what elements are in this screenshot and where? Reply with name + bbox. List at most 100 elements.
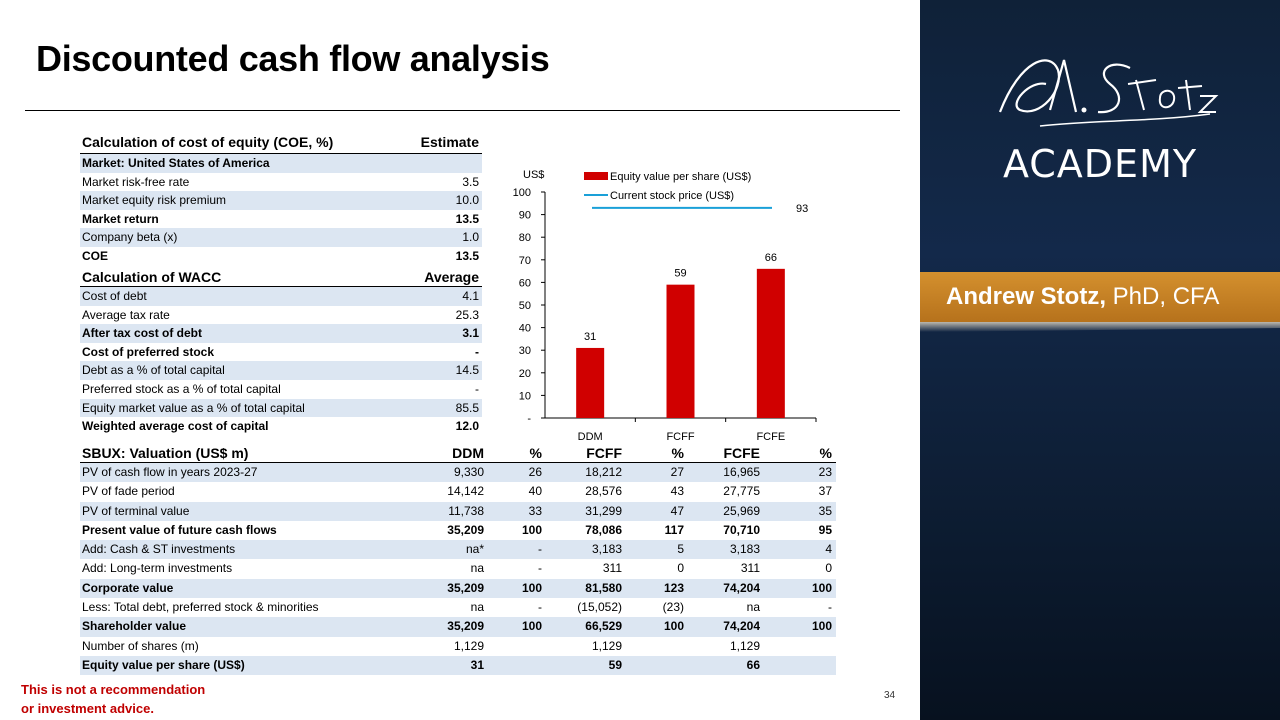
- table-row: Equity value per share (US$) 31 59 66: [80, 655, 836, 676]
- y-tick-label: 100: [513, 187, 531, 199]
- table-row: Company beta (x) 1.0: [80, 228, 482, 247]
- disclaimer-line-2: or investment advice.: [21, 701, 154, 716]
- row-cell: 100: [521, 619, 542, 634]
- row-cell: 81,580: [585, 580, 622, 595]
- table-row: Less: Total debt, preferred stock & mino…: [80, 598, 836, 617]
- row-label: Present value of future cash flows: [82, 522, 277, 537]
- row-cell: 35,209: [447, 522, 484, 537]
- y-tick-label: 50: [519, 300, 531, 312]
- bar-ddm: [576, 347, 605, 418]
- row-cell: 0: [677, 561, 684, 576]
- row-cell: 1,129: [591, 638, 622, 653]
- row-cell: 43: [670, 484, 684, 499]
- row-label: Number of shares (m): [82, 638, 199, 653]
- row-cell: 40: [528, 484, 542, 499]
- wacc_table-header-value: Average: [424, 269, 479, 285]
- row-cell: na: [746, 600, 760, 615]
- row-value: 10.0: [455, 193, 479, 208]
- author-banner-underline: [920, 322, 1280, 332]
- row-cell: 0: [825, 561, 832, 576]
- legend-bar-swatch: [584, 172, 608, 180]
- row-cell: 25,969: [723, 503, 760, 518]
- row-label: PV of terminal value: [82, 503, 190, 518]
- table-row: Shareholder value 35,209 100 66,529 100 74,20…: [80, 617, 836, 637]
- chart-svg: US$ - 10 20 30 40 50 60 70 80 90 100 31 DDM 59 FCFF 66 FC…: [513, 169, 817, 443]
- row-label: Market: United States of America: [82, 156, 270, 170]
- row-cell: 31,299: [585, 503, 622, 518]
- row-value: 13.5: [455, 211, 479, 226]
- legend-bar-label: Equity value per share (US$): [610, 171, 751, 183]
- row-value: -: [475, 344, 479, 359]
- row-cell: 9,330: [453, 465, 484, 479]
- brand-panel: ACADEMY Andrew Stotz, PhD, CFA: [920, 0, 1280, 720]
- x-tick-label: DDM: [578, 431, 603, 443]
- valuation-table: SBUX: Valuation (US$ m) DDM% FCFF% FCFE% PV …: [80, 443, 836, 676]
- row-label: Equity value per share (US$): [82, 657, 245, 672]
- row-cell: na: [470, 600, 484, 615]
- equity-value-chart: US$ - 10 20 30 40 50 60 70 80 90 100 31 DDM 59 FCFF 66 FC…: [500, 160, 840, 450]
- coe-table: Calculation of cost of equity (COE, %) Es…: [80, 130, 482, 266]
- valuation-header-3: FCFF: [586, 445, 622, 461]
- table-row: Cost of debt 4.1: [80, 287, 482, 306]
- valuation-header-6: %: [819, 445, 832, 461]
- wacc_table-header-label: Calculation of WACC: [82, 269, 222, 285]
- row-cell: 78,086: [585, 522, 622, 537]
- row-label: Market risk-free rate: [82, 174, 190, 189]
- table-row: Add: Cash & ST investments na* - 3,183 5 3,18…: [80, 540, 836, 560]
- row-cell: 123: [663, 580, 684, 595]
- row-cell: 311: [602, 561, 622, 576]
- table-row: Market return 13.5: [80, 210, 482, 229]
- table-row: After tax cost of debt 3.1: [80, 324, 482, 343]
- slide-title: Discounted cash flow analysis: [36, 38, 550, 79]
- row-cell: 35,209: [447, 580, 484, 595]
- bar-data-label: 66: [765, 252, 777, 264]
- row-cell: 35,209: [447, 619, 484, 634]
- row-cell: -: [538, 542, 542, 557]
- row-cell: 3,183: [729, 542, 760, 557]
- row-cell: 100: [521, 580, 542, 595]
- author-name: Andrew Stotz,: [946, 283, 1106, 310]
- coe_table-header-row: Calculation of cost of equity (COE, %) Es…: [80, 130, 482, 154]
- table-row: Equity market value as a % of total capi…: [80, 398, 482, 418]
- row-cell: (15,052): [577, 600, 622, 615]
- title-divider: [25, 110, 900, 111]
- row-value: 3.5: [462, 174, 479, 189]
- row-cell: 74,204: [723, 619, 760, 634]
- row-cell: 100: [521, 522, 542, 537]
- row-label: Average tax rate: [82, 307, 170, 322]
- legend-line-label: Current stock price (US$): [610, 190, 734, 202]
- row-cell: 16,965: [723, 465, 760, 479]
- row-label: Cost of preferred stock: [82, 344, 215, 359]
- row-cell: 5: [677, 542, 684, 557]
- x-tick-label: FCFF: [666, 431, 694, 443]
- row-label: PV of fade period: [82, 484, 175, 499]
- coe_table-header-value: Estimate: [420, 134, 479, 150]
- row-label: Add: Long-term investments: [82, 561, 233, 576]
- row-value: 14.5: [455, 363, 479, 378]
- row-value: 85.5: [455, 400, 479, 415]
- coe_table-header-rule: [80, 153, 482, 154]
- y-tick-label: 40: [519, 323, 531, 335]
- row-label: Corporate value: [82, 580, 174, 595]
- table-row: Market equity risk premium 10.0: [80, 191, 482, 210]
- valuation-header-1: DDM: [452, 445, 484, 461]
- row-label: After tax cost of debt: [82, 326, 203, 341]
- y-tick-label: 80: [519, 232, 531, 244]
- disclaimer-line-1: This is not a recommendation: [21, 682, 206, 697]
- row-cell: 70,710: [723, 522, 760, 537]
- table-row: PV of fade period 14,142 40 28,576 43 27,775 3…: [80, 482, 836, 501]
- wacc-table: Calculation of WACC Average Cost of debt 4.…: [80, 267, 482, 436]
- row-cell: 14,142: [447, 484, 484, 499]
- y-tick-label: 90: [519, 210, 531, 222]
- table-row: Present value of future cash flows 35,209…: [80, 521, 836, 540]
- author-banner: Andrew Stotz, PhD, CFA: [920, 272, 1280, 322]
- row-cell: 1,129: [729, 638, 760, 653]
- row-cell: 4: [825, 542, 832, 557]
- x-tick-label: FCFE: [756, 431, 785, 443]
- row-cell: 66,529: [585, 619, 622, 634]
- row-value: -: [475, 381, 479, 396]
- bar-data-label: 31: [584, 331, 596, 343]
- row-cell: 66: [746, 657, 760, 672]
- row-cell: 18,212: [585, 465, 622, 479]
- row-cell: 28,576: [585, 484, 622, 499]
